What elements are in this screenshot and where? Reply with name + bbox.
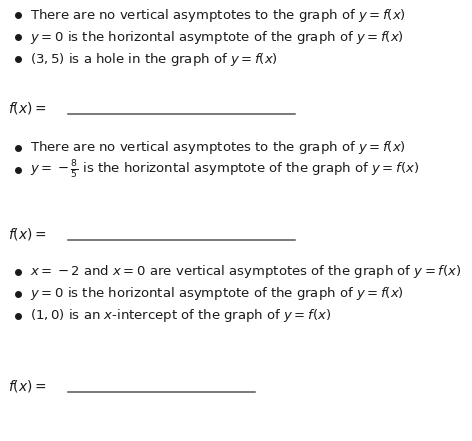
Text: $x = -2$ and $x = 0$ are vertical asymptotes of the graph of $y = f(x)$: $x = -2$ and $x = 0$ are vertical asympt… (30, 264, 462, 280)
Text: $(1, 0)$ is an $x$-intercept of the graph of $y = f(x)$: $(1, 0)$ is an $x$-intercept of the grap… (30, 307, 331, 325)
Text: $y = -\frac{8}{5}$ is the horizontal asymptote of the graph of $y = f(x)$: $y = -\frac{8}{5}$ is the horizontal asy… (30, 159, 419, 181)
Text: $y = 0$ is the horizontal asymptote of the graph of $y = f(x)$: $y = 0$ is the horizontal asymptote of t… (30, 29, 404, 45)
Text: $f(x) = $: $f(x) = $ (8, 100, 47, 116)
Text: $f(x) = $: $f(x) = $ (8, 378, 47, 394)
Text: There are no vertical asymptotes to the graph of $y = f(x)$: There are no vertical asymptotes to the … (30, 139, 406, 157)
Text: $(3, 5)$ is a hole in the graph of $y = f(x)$: $(3, 5)$ is a hole in the graph of $y = … (30, 51, 278, 67)
Text: $f(x) = $: $f(x) = $ (8, 226, 47, 242)
Text: $y = 0$ is the horizontal asymptote of the graph of $y = f(x)$: $y = 0$ is the horizontal asymptote of t… (30, 285, 404, 303)
Text: There are no vertical asymptotes to the graph of $y = f(x)$: There are no vertical asymptotes to the … (30, 7, 406, 23)
